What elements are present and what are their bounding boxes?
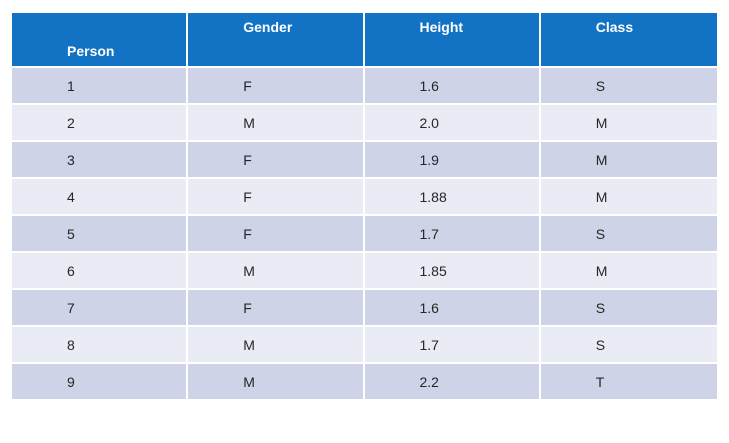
table-cell: 2.2: [364, 364, 541, 401]
table-cell: M: [188, 105, 365, 142]
column-header-height: Height: [364, 13, 541, 68]
table-row: 5 F 1.7 S: [12, 216, 717, 253]
header-row: Person Gender Height Class: [12, 13, 717, 68]
table-cell: 1.85: [364, 253, 541, 290]
table-cell: 1.6: [364, 68, 541, 105]
table-cell: F: [188, 142, 365, 179]
table-cell: M: [188, 327, 365, 364]
table-row: 7 F 1.6 S: [12, 290, 717, 327]
table-cell: F: [188, 68, 365, 105]
table-cell: 2.0: [364, 105, 541, 142]
table-cell: S: [540, 68, 717, 105]
table-row: 3 F 1.9 M: [12, 142, 717, 179]
table-row: 1 F 1.6 S: [12, 68, 717, 105]
table-cell: 1: [12, 68, 189, 105]
column-header-person: Person: [12, 13, 189, 68]
table-cell: 1.88: [364, 179, 541, 216]
table-cell: M: [540, 105, 717, 142]
table-cell: M: [540, 142, 717, 179]
table-cell: S: [540, 290, 717, 327]
table-cell: 5: [12, 216, 189, 253]
data-table: Person Gender Height Class 1 F 1.6 S 2 M 2.0 M 3…: [12, 13, 717, 401]
table-cell: 3: [12, 142, 189, 179]
table-cell: F: [188, 179, 365, 216]
table-cell: 1.7: [364, 216, 541, 253]
table-cell: S: [540, 327, 717, 364]
table-cell: F: [188, 290, 365, 327]
table-cell: 4: [12, 179, 189, 216]
table-body: 1 F 1.6 S 2 M 2.0 M 3 F 1.9 M 4 F 1.88 M 5 F 1.7 S 6 M 1.85 M 7 F…: [12, 68, 717, 401]
table-cell: M: [188, 253, 365, 290]
table-row: 2 M 2.0 M: [12, 105, 717, 142]
table-cell: 1.7: [364, 327, 541, 364]
table-row: 8 M 1.7 S: [12, 327, 717, 364]
table-cell: M: [540, 253, 717, 290]
table-cell: 1.6: [364, 290, 541, 327]
column-header-class: Class: [540, 13, 717, 68]
table-cell: 8: [12, 327, 189, 364]
table-cell: 7: [12, 290, 189, 327]
table-cell: 2: [12, 105, 189, 142]
table-cell: 1.9: [364, 142, 541, 179]
table-row: 6 M 1.85 M: [12, 253, 717, 290]
table-row: 9 M 2.2 T: [12, 364, 717, 401]
table-cell: S: [540, 216, 717, 253]
column-header-gender: Gender: [188, 13, 365, 68]
table-cell: M: [540, 179, 717, 216]
table-cell: T: [540, 364, 717, 401]
table-cell: 9: [12, 364, 189, 401]
table-cell: 6: [12, 253, 189, 290]
cursor-artifact: [710, 411, 715, 421]
table-cell: M: [188, 364, 365, 401]
table-row: 4 F 1.88 M: [12, 179, 717, 216]
table-cell: F: [188, 216, 365, 253]
